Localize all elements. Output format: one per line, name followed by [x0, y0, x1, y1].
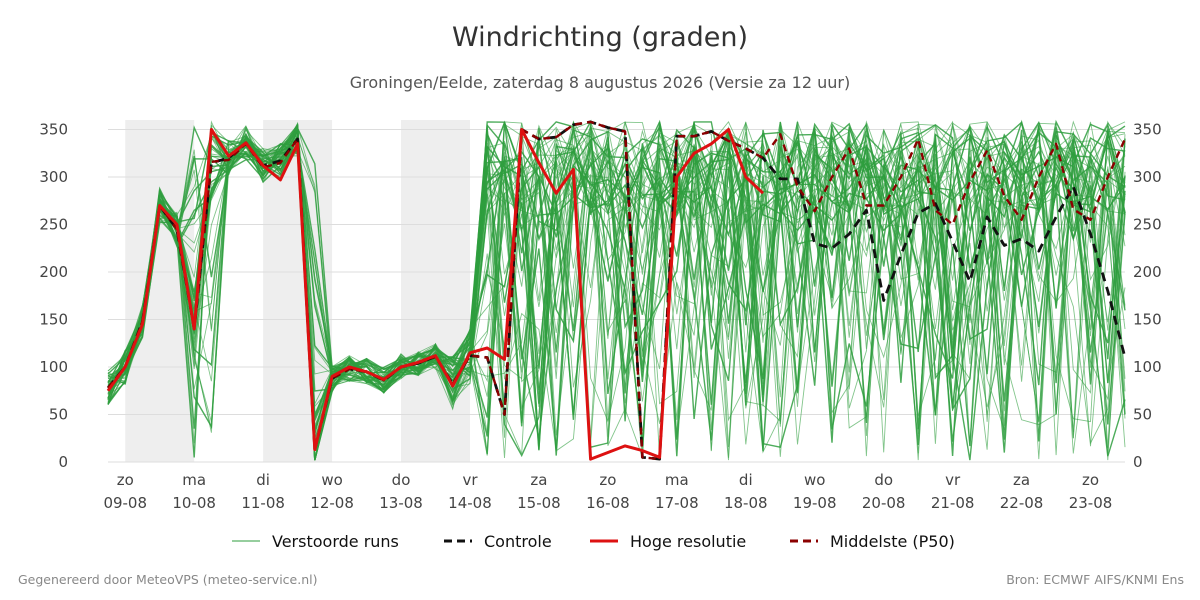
- ensemble-run-34: [107, 121, 1126, 461]
- legend-label-2: Hoge resolutie: [630, 532, 746, 551]
- x-tick-date-10: 19-08: [793, 494, 837, 512]
- x-tick-day-13: za: [1013, 471, 1030, 489]
- x-tick-day-2: di: [256, 471, 270, 489]
- chart-title: Windrichting (graden): [451, 22, 749, 53]
- night-band-2: [401, 120, 470, 462]
- y-tick-right-200: 200: [1133, 263, 1162, 281]
- x-tick-date-2: 11-08: [241, 494, 285, 512]
- ensemble-run-40: [107, 126, 1126, 461]
- chart-subtitle: Groningen/Eelde, zaterdag 8 augustus 202…: [349, 73, 851, 92]
- ensemble-run-41: [107, 122, 1126, 435]
- x-tick-date-9: 18-08: [724, 494, 768, 512]
- ensemble-run-37: [107, 124, 1126, 461]
- x-tick-day-10: wo: [804, 471, 825, 489]
- x-tick-date-8: 17-08: [655, 494, 699, 512]
- footer-source: Bron: ECMWF AIFS/KNMI Ens: [1006, 572, 1184, 587]
- legend-label-3: Middelste (P50): [830, 532, 955, 551]
- x-tick-date-0: 09-08: [103, 494, 147, 512]
- x-tick-day-12: vr: [945, 471, 961, 489]
- y-tick-right-150: 150: [1133, 311, 1162, 329]
- x-tick-day-11: do: [874, 471, 893, 489]
- y-tick-right-100: 100: [1133, 358, 1162, 376]
- x-tick-date-13: 22-08: [1000, 494, 1044, 512]
- x-tick-date-11: 20-08: [862, 494, 906, 512]
- x-tick-date-1: 10-08: [172, 494, 216, 512]
- legend-label-0: Verstoorde runs: [272, 532, 399, 551]
- series-hoge-resolutie: [106, 128, 765, 461]
- y-tick-left-100: 100: [39, 358, 68, 376]
- night-bands: [125, 120, 470, 462]
- footer-generator: Gegenereerd door MeteoVPS (meteo-service…: [18, 572, 318, 587]
- y-tick-left-300: 300: [39, 168, 68, 186]
- y-axis-left: 0 50 100 150 200 250 300 350: [39, 121, 68, 472]
- ensemble-run-49: [107, 127, 1126, 454]
- x-axis: zo 09-08 ma 10-08 di 11-08 wo 12-08 do 13-08 vr 14-…: [103, 471, 1112, 512]
- y-tick-left-200: 200: [39, 263, 68, 281]
- x-tick-day-8: ma: [665, 471, 689, 489]
- x-tick-day-0: zo: [117, 471, 134, 489]
- x-tick-day-9: di: [739, 471, 753, 489]
- main-series: [106, 120, 1127, 461]
- ensemble-runs: [107, 119, 1126, 461]
- x-tick-day-4: do: [392, 471, 411, 489]
- x-tick-date-7: 16-08: [586, 494, 630, 512]
- x-tick-day-14: zo: [1082, 471, 1099, 489]
- x-tick-day-6: za: [530, 471, 547, 489]
- x-tick-date-3: 12-08: [310, 494, 354, 512]
- ensemble-run-48: [107, 120, 1126, 456]
- y-tick-left-0: 0: [58, 453, 68, 471]
- x-tick-date-12: 21-08: [931, 494, 975, 512]
- x-tick-day-5: vr: [462, 471, 478, 489]
- y-tick-right-250: 250: [1133, 216, 1162, 234]
- y-tick-right-350: 350: [1133, 121, 1162, 139]
- y-axis-right: 0 50 100 150 200 250 300 350: [1133, 121, 1162, 472]
- legend: Verstoorde runs Controle Hoge resolutie Mid…: [232, 532, 955, 551]
- y-tick-left-250: 250: [39, 216, 68, 234]
- series-middelste-p50-: [107, 120, 1127, 461]
- x-tick-day-7: zo: [599, 471, 616, 489]
- x-tick-day-3: wo: [321, 471, 342, 489]
- y-tick-right-0: 0: [1133, 453, 1143, 471]
- legend-label-1: Controle: [484, 532, 552, 551]
- x-tick-day-1: ma: [182, 471, 206, 489]
- x-tick-date-6: 15-08: [517, 494, 561, 512]
- y-tick-right-50: 50: [1133, 406, 1152, 424]
- x-tick-date-4: 13-08: [379, 494, 423, 512]
- ensemble-run-42: [107, 121, 1126, 461]
- y-tick-right-300: 300: [1133, 168, 1162, 186]
- y-tick-left-350: 350: [39, 121, 68, 139]
- ensemble-run-47: [107, 120, 1126, 461]
- x-tick-date-14: 23-08: [1069, 494, 1113, 512]
- x-tick-date-5: 14-08: [448, 494, 492, 512]
- y-tick-left-150: 150: [39, 311, 68, 329]
- ensemble-run-39: [107, 121, 1126, 455]
- y-tick-left-50: 50: [49, 406, 68, 424]
